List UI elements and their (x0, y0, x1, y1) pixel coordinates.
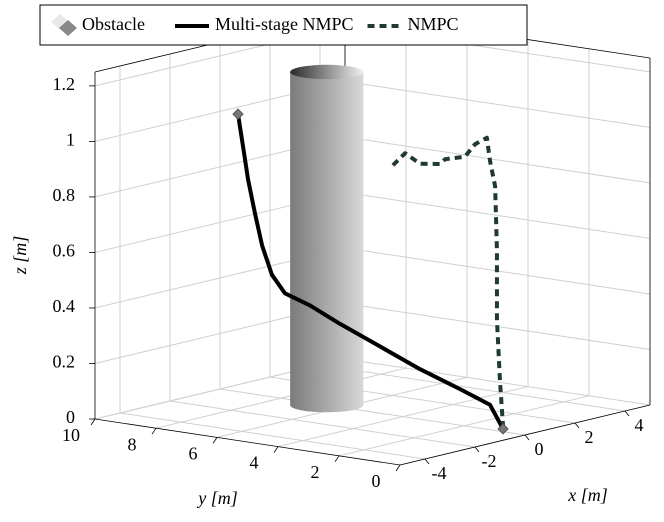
obstacle-top (290, 64, 364, 80)
axis-edge (94, 418, 401, 466)
z-tick-label: 0.2 (53, 352, 76, 372)
legend-label: NMPC (408, 14, 459, 34)
x-tick-label: 2 (585, 427, 594, 447)
tick-mark (90, 418, 96, 426)
grid-line (155, 367, 407, 429)
z-tick-label: 0.6 (53, 241, 76, 261)
tick-mark (624, 410, 630, 417)
start-marker (232, 108, 244, 120)
grid-line (338, 395, 590, 457)
trajectory (391, 135, 506, 427)
tick-mark (212, 437, 218, 444)
grid-line (344, 80, 651, 128)
grid-line (344, 191, 651, 239)
grid-line (277, 386, 529, 448)
z-tick-label: 0.4 (53, 296, 76, 316)
z-tick-label: 1 (66, 130, 75, 150)
tick-mark (151, 427, 157, 435)
plot-area (232, 64, 509, 435)
x-tick-label: -4 (432, 463, 447, 483)
z-tick-label: 1.2 (53, 74, 76, 94)
legend-box (39, 4, 528, 46)
grid-line (119, 412, 426, 460)
legend-label: Multi-stage NMPC (215, 14, 354, 34)
y-tick-label: 6 (189, 444, 198, 464)
legend: Obstacle Multi-stage NMPC NMPC (39, 4, 528, 46)
grid-line (344, 358, 651, 406)
grid-line (219, 388, 526, 436)
tick-mark (424, 458, 430, 465)
y-tick-label: 4 (250, 453, 259, 473)
x-tick-label: 0 (535, 439, 544, 459)
legend-icon (59, 20, 77, 36)
y-tick-label: 0 (372, 471, 381, 491)
y-axis-label: y [m] (196, 488, 238, 508)
grid-line (319, 364, 626, 412)
trajectory (236, 113, 505, 430)
z-tick-label: 0 (66, 407, 75, 427)
tick-mark (574, 422, 580, 429)
tick-mark (395, 464, 401, 472)
end-marker (497, 423, 509, 435)
y-tick-label: 2 (311, 462, 320, 482)
grid-line (344, 136, 651, 184)
y-tick-label: 8 (128, 434, 137, 454)
z-axis-label: z [m] (10, 236, 30, 276)
grid-line (169, 400, 476, 448)
tick-mark (524, 434, 530, 441)
tick-mark (334, 455, 340, 463)
tick-mark (273, 446, 279, 453)
x-tick-label: -2 (482, 451, 497, 471)
y-tick-label: 10 (62, 425, 80, 445)
x-tick-label: 4 (635, 415, 644, 435)
legend-label: Obstacle (82, 14, 145, 34)
z-tick-label: 0.8 (53, 185, 76, 205)
tick-mark (474, 446, 480, 453)
grid (89, 11, 651, 472)
x-axis-label: x [m] (567, 485, 608, 505)
obstacle (290, 71, 364, 413)
